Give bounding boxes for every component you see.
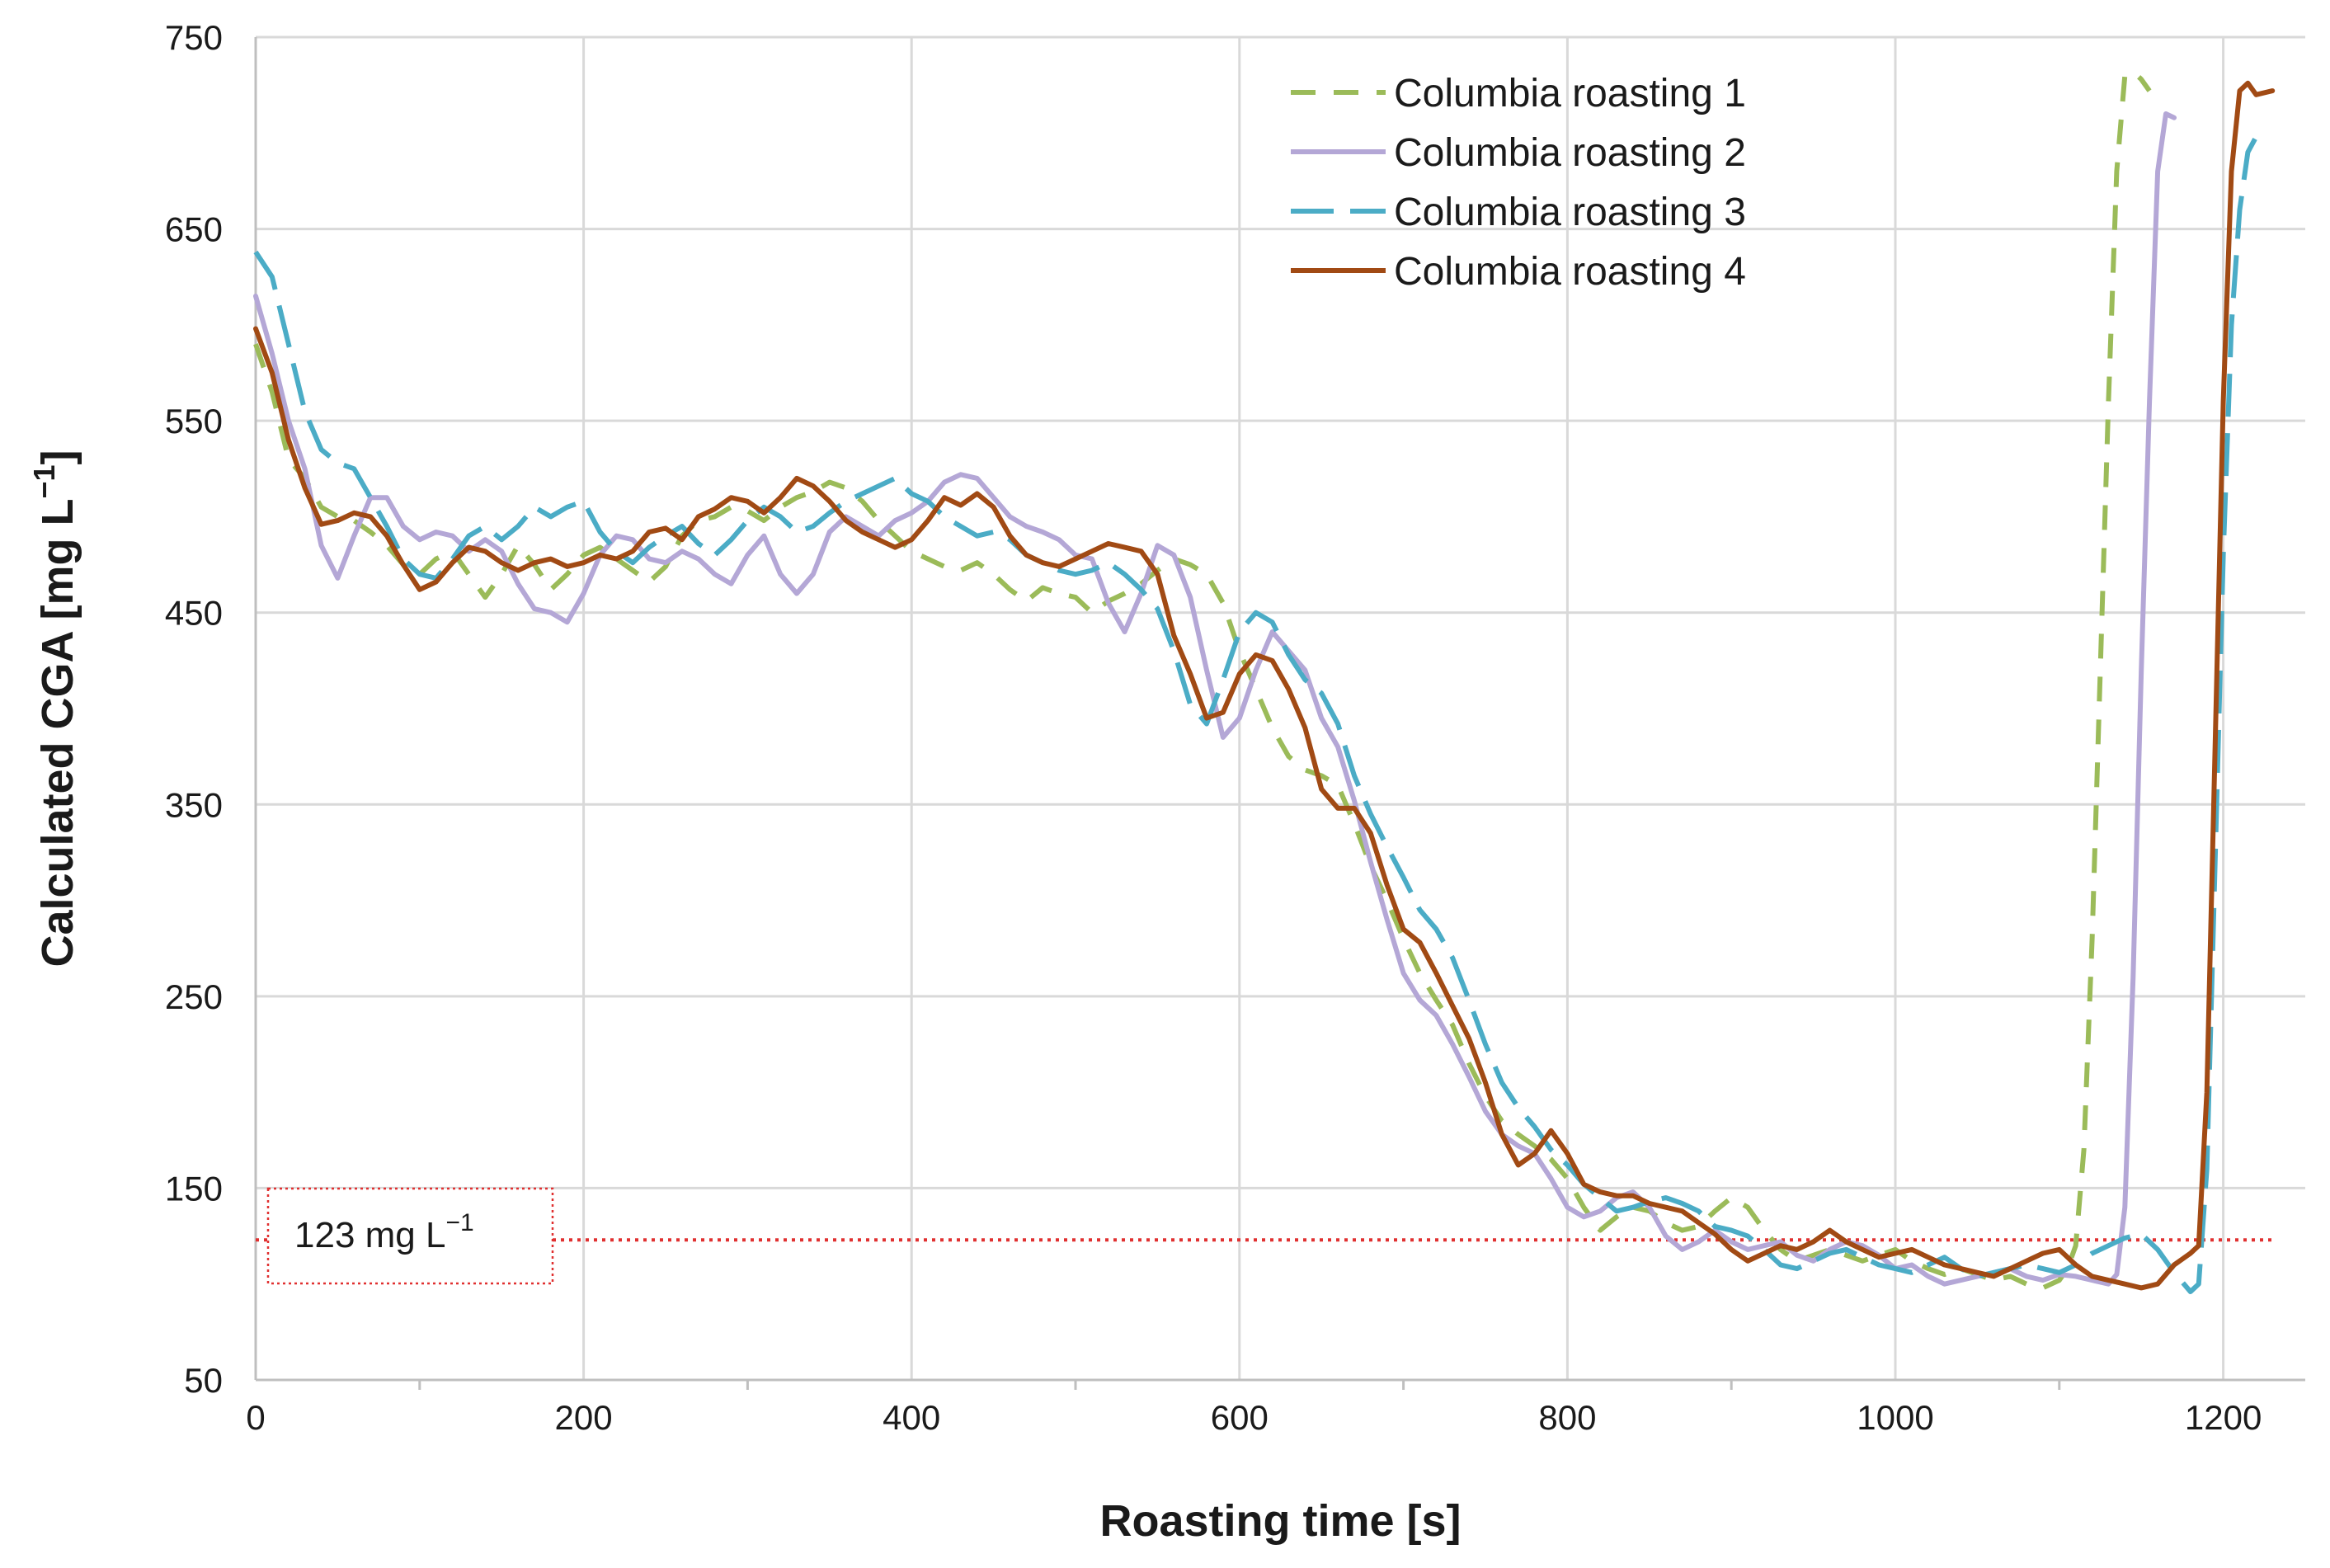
- legend: Columbia roasting 1 Columbia roasting 2 Co…: [1291, 72, 1746, 294]
- x-tick-label: 600: [1211, 1398, 1269, 1437]
- y-axis-title: Calculated CGA [mg L−1]: [27, 450, 82, 967]
- y-tick-label: 550: [165, 402, 223, 440]
- x-tick-label: 400: [883, 1398, 940, 1437]
- gridlines: [256, 35, 2305, 1380]
- y-tick-label: 50: [184, 1361, 223, 1400]
- y-axis-title-main: Calculated CGA [mg L: [33, 498, 82, 967]
- threshold-label-box: [266, 1187, 554, 1285]
- y-tick-label: 150: [165, 1169, 223, 1208]
- y-tick-label: 750: [165, 18, 223, 57]
- series-line-2: [253, 111, 2177, 1287]
- x-tick-label: 1000: [1857, 1398, 1933, 1437]
- threshold-label-sup: −1: [445, 1209, 473, 1236]
- x-tick-label: 200: [555, 1398, 613, 1437]
- y-tick-label: 450: [165, 594, 223, 633]
- series-line-4: [253, 80, 2276, 1291]
- series-lines: [253, 68, 2276, 1294]
- y-tick-label: 250: [165, 977, 223, 1016]
- x-tick-label: 0: [246, 1398, 265, 1437]
- x-tick-label: 800: [1538, 1398, 1596, 1437]
- threshold-label: 123 mg L−1: [294, 1209, 474, 1255]
- legend-label-3: Columbia roasting 3: [1394, 191, 1746, 234]
- threshold-label-main: 123 mg L: [294, 1215, 445, 1255]
- y-axis-title-end: ]: [33, 450, 82, 464]
- tick-labels: 50 150 250 350 450 550 650 750 0 200 400 600 800 1000…: [165, 18, 2262, 1437]
- legend-label-4: Columbia roasting 4: [1394, 250, 1746, 294]
- legend-label-2: Columbia roasting 2: [1394, 131, 1746, 175]
- y-tick-label: 350: [165, 785, 223, 824]
- y-tick-label: 650: [165, 210, 223, 249]
- threshold-annotation: 123 mg L−1: [256, 1187, 2273, 1285]
- legend-label-1: Columbia roasting 1: [1394, 72, 1746, 115]
- x-tick-label: 1200: [2185, 1398, 2262, 1437]
- axes: [254, 37, 2305, 1390]
- series-line-3: [253, 135, 2259, 1294]
- x-axis-title: Roasting time [s]: [1099, 1496, 1461, 1546]
- y-axis-title-sup: −1: [27, 464, 61, 498]
- series-line-1: [253, 68, 2152, 1291]
